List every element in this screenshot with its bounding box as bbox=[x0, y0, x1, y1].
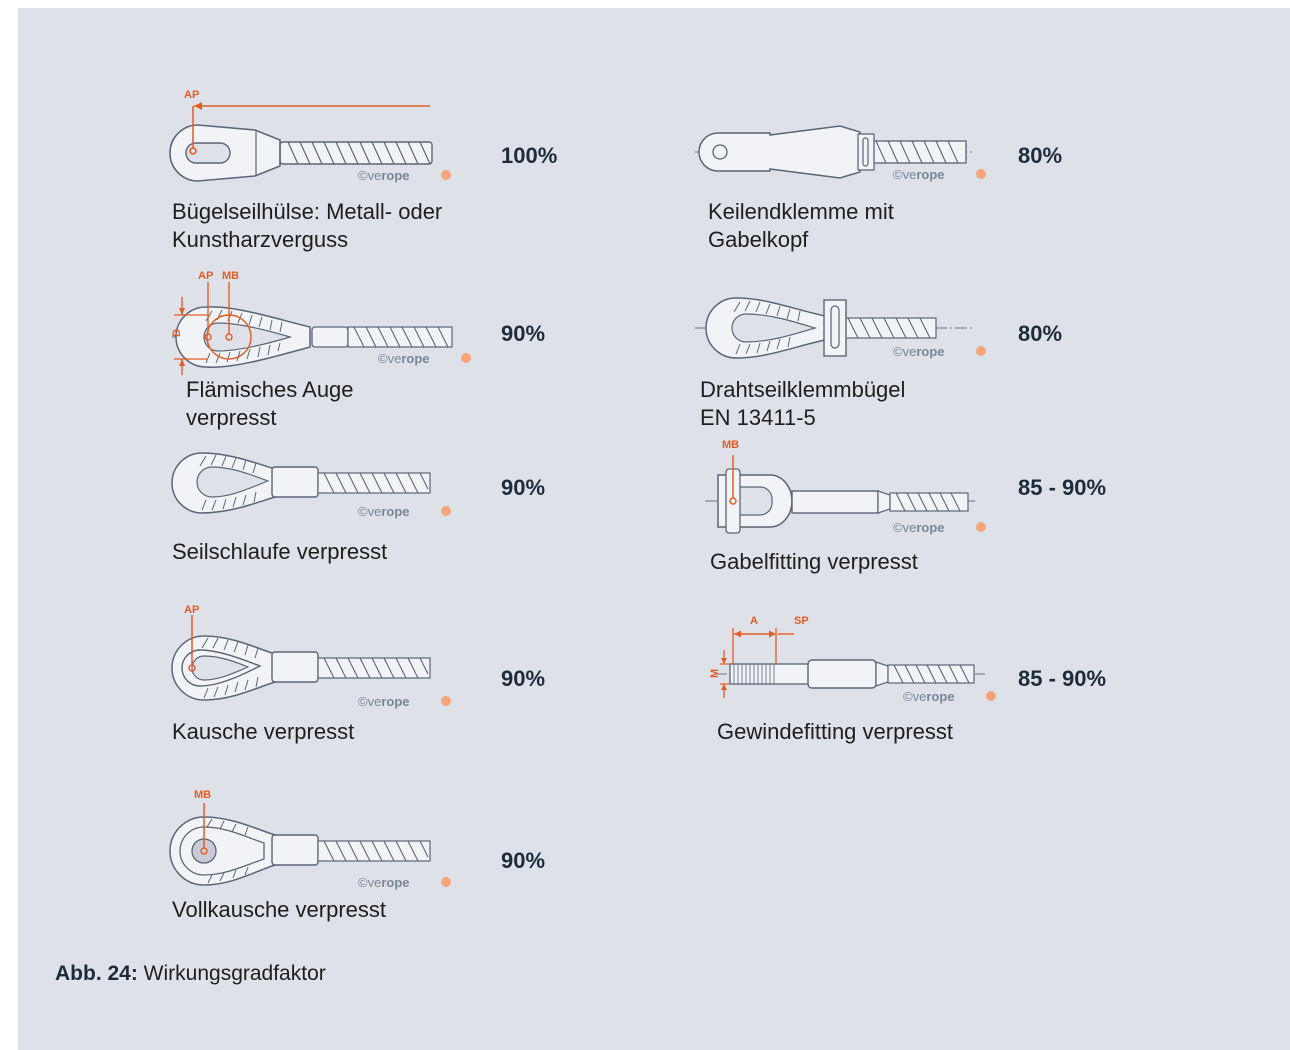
verope-watermark: ©verope bbox=[358, 168, 451, 183]
item-label-solid-thimble: Vollkausche verpresst bbox=[172, 897, 386, 922]
verope-watermark: ©verope bbox=[903, 689, 996, 704]
figure-title: Wirkungsgradfaktor bbox=[137, 962, 326, 985]
item-label-fork-fitting: Gabelfitting verpresst bbox=[710, 549, 918, 574]
fork-fitting-icon: MB bbox=[705, 439, 975, 534]
wedge-clamp-icon bbox=[695, 125, 975, 179]
svg-text:©verope: ©verope bbox=[893, 344, 944, 359]
item-label-rope-loop: Seilschlaufe verpresst bbox=[172, 539, 388, 564]
socket-fitting-icon: AP bbox=[169, 89, 433, 182]
mb-marker: MB bbox=[222, 270, 239, 282]
svg-text:©verope: ©verope bbox=[358, 504, 409, 519]
verope-watermark: ©verope bbox=[358, 875, 451, 890]
verope-watermark: ©verope bbox=[358, 504, 451, 519]
item-label-wire-rope-clip: Drahtseilklemmbügel EN 13411-5 bbox=[700, 377, 906, 430]
item-label-socket: Bügelseilhülse: Metall- oder Kunstharzve… bbox=[172, 199, 443, 252]
mb-marker: MB bbox=[194, 789, 211, 801]
svg-text:©verope: ©verope bbox=[358, 694, 409, 709]
figure-number: Abb. 24: bbox=[55, 962, 138, 985]
sp-marker: SP bbox=[794, 615, 809, 627]
verope-watermark: ©verope bbox=[893, 167, 986, 182]
item-label-wedge-clamp: Keilendklemme mit Gabelkopf bbox=[708, 199, 894, 252]
item-label-thimble: Kausche verpresst bbox=[172, 719, 355, 744]
verope-watermark: ©verope bbox=[358, 694, 451, 709]
svg-text:©verope: ©verope bbox=[358, 168, 409, 183]
svg-text:©verope: ©verope bbox=[378, 351, 429, 366]
svg-text:©verope: ©verope bbox=[903, 689, 954, 704]
ap-marker: AP bbox=[198, 270, 213, 282]
m-marker: M bbox=[709, 669, 721, 678]
item-label-threaded-fitting: Gewindefitting verpresst bbox=[717, 719, 953, 744]
factor-thimble: 90% bbox=[501, 666, 546, 691]
factor-wire-rope-clip: 80% bbox=[1018, 321, 1063, 346]
wire-rope-clip-icon bbox=[695, 297, 975, 359]
thimble-icon: AP bbox=[171, 604, 432, 701]
threaded-fitting-icon: A SP M bbox=[709, 615, 985, 698]
factor-threaded-fitting: 85 - 90% bbox=[1018, 666, 1107, 691]
solid-thimble-icon: MB bbox=[169, 789, 432, 886]
factor-rope-loop: 90% bbox=[501, 475, 546, 500]
a-marker: A bbox=[750, 615, 758, 627]
figure-caption: Abb. 24: Wirkungsgradfaktor bbox=[55, 962, 326, 986]
item-label-flemish-eye: Flämisches Auge verpresst bbox=[186, 377, 354, 430]
factor-solid-thimble: 90% bbox=[501, 848, 546, 873]
verope-watermark: ©verope bbox=[893, 520, 986, 535]
svg-text:©verope: ©verope bbox=[893, 520, 944, 535]
ap-marker: AP bbox=[184, 604, 199, 616]
factor-flemish-eye: 90% bbox=[501, 321, 546, 346]
factor-fork-fitting: 85 - 90% bbox=[1018, 475, 1107, 500]
mb-marker: MB bbox=[722, 439, 739, 451]
rope-loop-icon bbox=[171, 452, 432, 514]
svg-text:©verope: ©verope bbox=[893, 167, 944, 182]
verope-watermark: ©verope bbox=[893, 344, 986, 359]
ap-marker: AP bbox=[184, 89, 199, 101]
factor-socket: 100% bbox=[501, 143, 558, 168]
flemish-eye-icon: AP MB D bbox=[171, 270, 453, 375]
d-marker: D bbox=[171, 329, 183, 337]
svg-text:©verope: ©verope bbox=[358, 875, 409, 890]
factor-wedge-clamp: 80% bbox=[1018, 143, 1063, 168]
verope-watermark: ©verope bbox=[378, 351, 471, 366]
